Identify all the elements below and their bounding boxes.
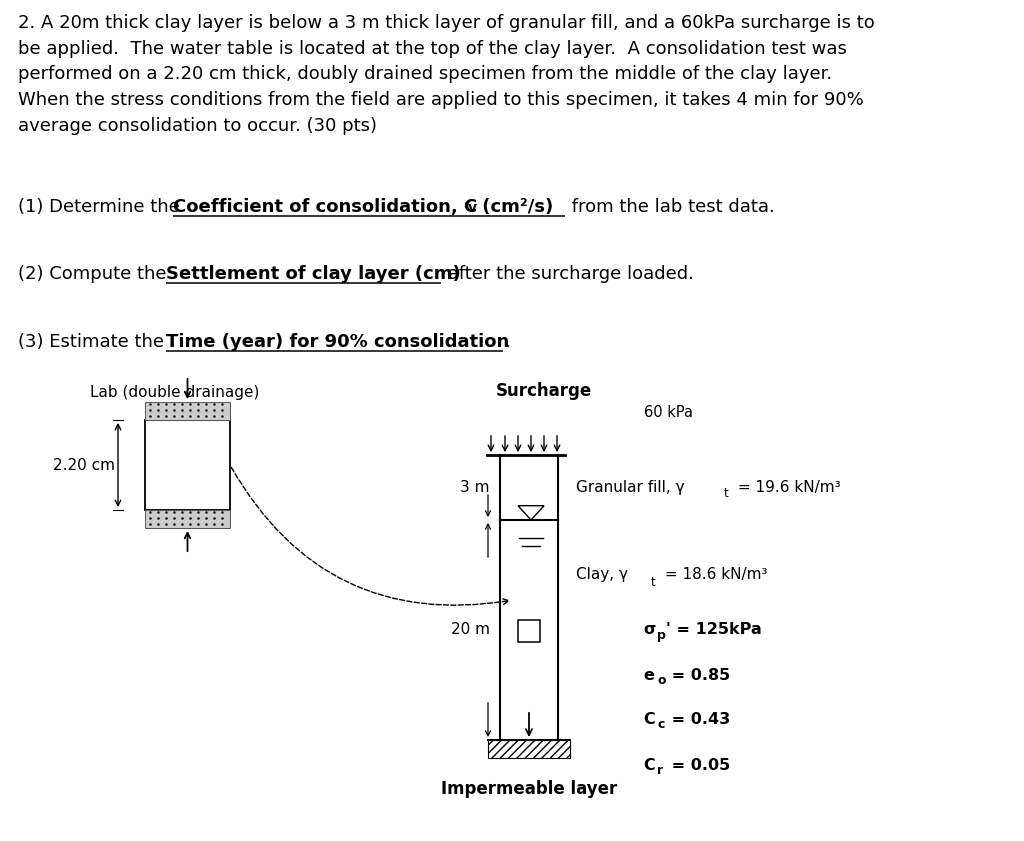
Polygon shape xyxy=(518,505,544,520)
Text: e: e xyxy=(643,668,654,683)
Text: o: o xyxy=(657,674,666,686)
Text: (cm²/s): (cm²/s) xyxy=(476,198,553,216)
Text: from the lab test data.: from the lab test data. xyxy=(566,198,775,216)
Text: Settlement of clay layer (cm): Settlement of clay layer (cm) xyxy=(166,265,461,283)
Text: 2. A 20m thick clay layer is below a 3 m thick layer of granular fill, and a 60k: 2. A 20m thick clay layer is below a 3 m… xyxy=(18,14,874,135)
Text: σ: σ xyxy=(643,622,655,637)
Text: Impermeable layer: Impermeable layer xyxy=(441,780,617,798)
Text: = 0.43: = 0.43 xyxy=(666,712,730,727)
Text: = 0.05: = 0.05 xyxy=(666,758,730,773)
Text: c: c xyxy=(657,718,665,732)
Text: = 0.85: = 0.85 xyxy=(666,668,730,683)
Text: t: t xyxy=(724,487,729,500)
Text: Coefficient of consolidation, C: Coefficient of consolidation, C xyxy=(173,198,477,216)
Bar xyxy=(145,402,230,420)
Text: Surcharge: Surcharge xyxy=(496,382,592,400)
Text: 20 m: 20 m xyxy=(451,622,490,637)
Text: C: C xyxy=(643,758,654,773)
Text: (3) Estimate the: (3) Estimate the xyxy=(18,333,170,351)
Text: p: p xyxy=(657,628,666,642)
Text: t: t xyxy=(651,575,655,589)
Text: Clay, γ: Clay, γ xyxy=(575,568,628,583)
Text: Granular fill, γ: Granular fill, γ xyxy=(575,480,685,495)
Text: 3 m: 3 m xyxy=(461,480,490,495)
Text: (2) Compute the: (2) Compute the xyxy=(18,265,172,283)
Bar xyxy=(145,510,230,528)
Bar xyxy=(488,740,570,758)
Text: 2.20 cm: 2.20 cm xyxy=(53,458,115,473)
Text: = 19.6 kN/m³: = 19.6 kN/m³ xyxy=(733,480,841,495)
Text: (1) Determine the: (1) Determine the xyxy=(18,198,185,216)
Text: C: C xyxy=(643,712,654,727)
Text: = 18.6 kN/m³: = 18.6 kN/m³ xyxy=(660,568,768,583)
Text: 60 kPa: 60 kPa xyxy=(644,405,693,420)
Text: Time (year) for 90% consolidation: Time (year) for 90% consolidation xyxy=(166,333,509,351)
Text: .: . xyxy=(504,333,510,351)
Text: v: v xyxy=(468,201,477,215)
Text: r: r xyxy=(657,764,664,776)
Bar xyxy=(518,620,540,642)
Text: ' = 125kPa: ' = 125kPa xyxy=(666,622,762,637)
Text: after the surcharge loaded.: after the surcharge loaded. xyxy=(442,265,694,283)
Bar xyxy=(145,420,230,510)
Text: Lab (double drainage): Lab (double drainage) xyxy=(90,385,260,400)
